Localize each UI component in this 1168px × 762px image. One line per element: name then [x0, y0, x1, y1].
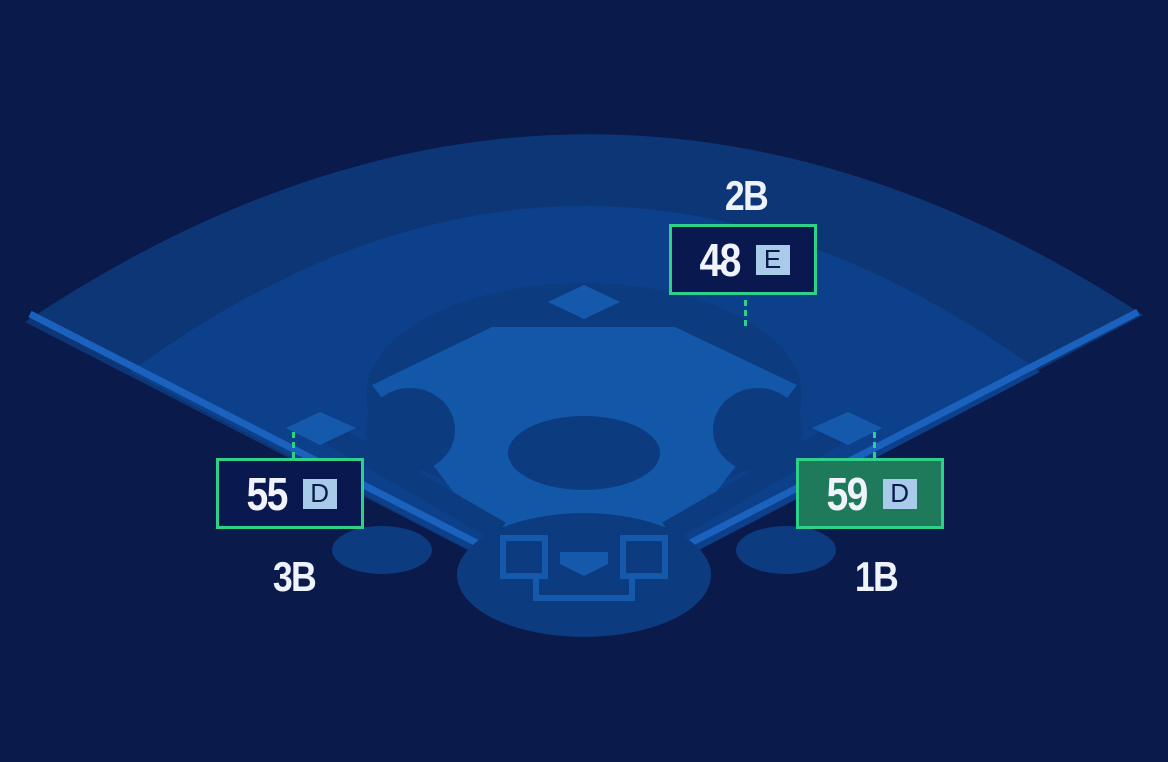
rating-value: 55 — [246, 467, 289, 520]
on-deck-circle-left — [332, 526, 432, 574]
position-box-3b[interactable]: 55 D — [216, 458, 364, 529]
position-label-2b: 2B — [724, 172, 769, 219]
third-base-path — [314, 418, 506, 542]
third-base-cutout — [365, 388, 455, 472]
first-base-cutout — [713, 388, 803, 472]
connector-tick — [292, 432, 295, 458]
grade-badge: E — [755, 244, 790, 275]
first-base-path — [662, 418, 854, 542]
third-base — [286, 412, 356, 445]
position-label-3b: 3B — [272, 553, 317, 600]
second-base — [548, 285, 620, 319]
connector-tick — [873, 432, 876, 458]
home-plate — [560, 552, 608, 576]
grade-badge: D — [882, 478, 917, 509]
batters-boxes — [500, 535, 668, 601]
rating-value: 48 — [699, 233, 742, 286]
grade-badge: D — [302, 478, 337, 509]
position-box-2b[interactable]: 48 E — [669, 224, 817, 295]
connector-tick — [744, 300, 747, 328]
on-deck-circle-right — [736, 526, 836, 574]
position-box-1b[interactable]: 59 D — [796, 458, 944, 529]
rating-value: 59 — [826, 467, 869, 520]
position-label-1b: 1B — [854, 553, 899, 600]
first-base — [812, 412, 882, 445]
pitchers-mound — [508, 416, 660, 490]
